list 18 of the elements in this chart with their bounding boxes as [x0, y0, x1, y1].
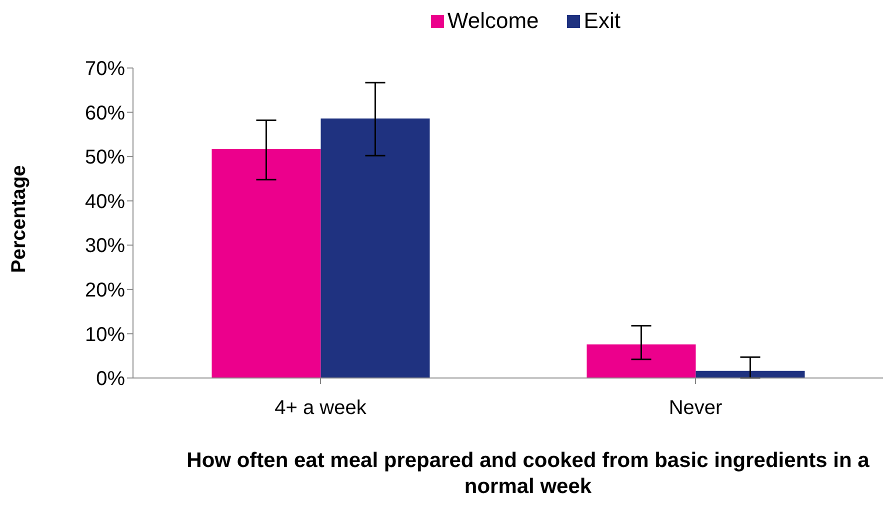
y-axis-title: Percentage [8, 165, 30, 273]
bar [212, 149, 321, 378]
y-tick-label: 70% [84, 58, 126, 80]
legend-label: Exit [582, 8, 620, 34]
x-tick-label: 4+ a week [274, 397, 368, 420]
bar [696, 370, 805, 378]
y-tick-label: 0% [96, 368, 126, 390]
x-tick-label: Never [668, 397, 723, 420]
y-tick-label: 30% [84, 235, 126, 258]
bar [586, 344, 696, 378]
legend-label: Welcome [446, 8, 539, 34]
y-tick-label: 40% [84, 190, 126, 213]
y-tick-label: 10% [84, 324, 126, 346]
bar [320, 118, 430, 378]
y-tick-label: 50% [84, 146, 126, 169]
y-tick-label: 20% [84, 280, 126, 302]
x-axis-title: How often eat meal prepared and cooked from basic ingredients in a normal week [186, 448, 870, 500]
y-tick-label: 60% [84, 102, 126, 124]
